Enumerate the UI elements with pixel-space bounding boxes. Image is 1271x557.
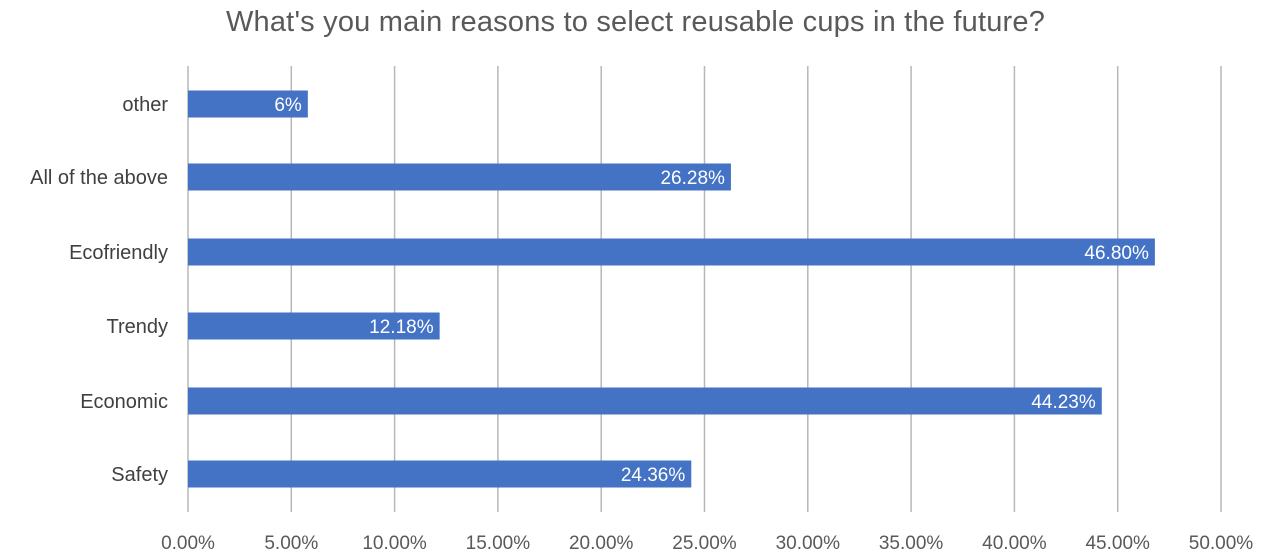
x-tick-label: 30.00% — [776, 533, 841, 554]
bar — [188, 238, 1155, 266]
category-label: other — [122, 94, 168, 116]
x-tick-label: 20.00% — [569, 533, 634, 554]
data-label: 46.80% — [1084, 243, 1149, 264]
x-tick-label: 50.00% — [1189, 533, 1254, 554]
bar — [188, 312, 440, 340]
bar — [188, 90, 308, 118]
chart-title: What's you main reasons to select reusab… — [225, 6, 1046, 38]
data-label: 44.23% — [1031, 392, 1096, 413]
data-label: 6% — [274, 95, 302, 116]
bar — [188, 460, 692, 488]
bar — [188, 163, 731, 191]
data-label: 12.18% — [369, 317, 434, 338]
data-label: 24.36% — [621, 465, 686, 486]
x-tick-label: 15.00% — [466, 533, 531, 554]
x-tick-label: 0.00% — [161, 533, 215, 554]
data-label: 26.28% — [660, 168, 725, 189]
bar — [188, 387, 1102, 415]
category-label: All of the above — [30, 167, 168, 189]
x-tick-label: 5.00% — [264, 533, 318, 554]
x-tick-label: 35.00% — [879, 533, 944, 554]
category-label: Trendy — [106, 316, 168, 338]
x-tick-label: 45.00% — [1085, 533, 1150, 554]
x-tick-label: 10.00% — [362, 533, 427, 554]
x-tick-label: 40.00% — [982, 533, 1047, 554]
category-label: Safety — [111, 464, 168, 486]
x-tick-label: 25.00% — [672, 533, 737, 554]
category-label: Economic — [80, 391, 168, 413]
category-label: Ecofriendly — [69, 242, 168, 264]
